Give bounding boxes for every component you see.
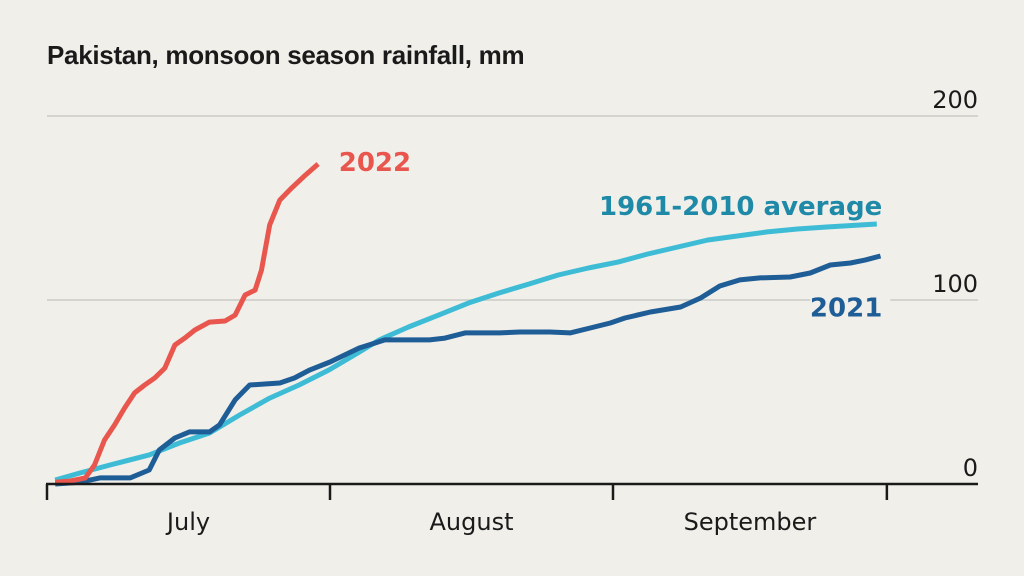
chart-title: Pakistan, monsoon season rainfall, mm	[47, 40, 525, 70]
series-labels: 2022 1961-2010 average 2021	[339, 148, 891, 323]
y-tick-label-200: 200	[932, 86, 978, 114]
y-tick-label-100: 100	[932, 270, 978, 298]
y-tick-label-0: 0	[963, 454, 978, 482]
series-label-2022: 2022	[339, 148, 411, 178]
series-label-2021: 2021	[810, 293, 882, 323]
series-line-1961-2010-average	[54, 221, 877, 483]
x-axis: July August September	[45, 482, 978, 536]
series-line-2021	[55, 253, 882, 487]
x-tick-label-september: September	[684, 508, 817, 536]
series-line-2022	[55, 162, 320, 485]
series-lines	[54, 162, 882, 487]
series-label-1961-2010-average: 1961-2010 average	[599, 192, 882, 222]
series-label-bg-2021	[810, 292, 891, 323]
x-tick-label-august: August	[430, 508, 514, 536]
x-tick-label-july: July	[165, 508, 210, 536]
y-tick-labels: 0 100 200	[932, 86, 978, 482]
